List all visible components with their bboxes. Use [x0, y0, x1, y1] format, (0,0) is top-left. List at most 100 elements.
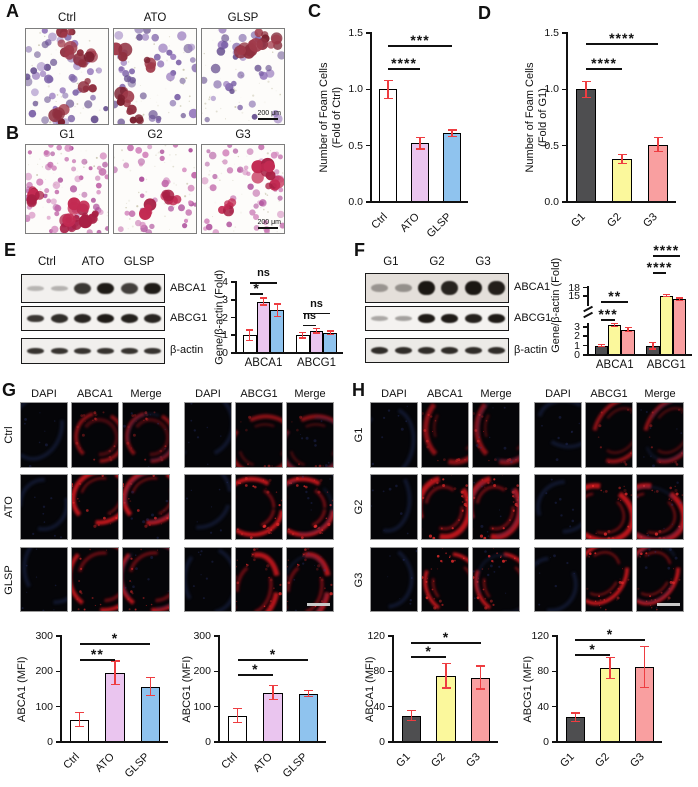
- y-axis: [218, 636, 220, 742]
- if-image-g-ATO-0: [20, 474, 68, 540]
- error-bar: [307, 690, 310, 697]
- y-tick-label: 0: [574, 349, 580, 361]
- sig-label-ns: ns: [310, 297, 323, 310]
- blot-box-e-ABCA1: [21, 274, 165, 303]
- y-tick: [583, 295, 589, 297]
- if-image-h-G1-0: [370, 402, 418, 468]
- bar-ABCG1-G3: [672, 299, 687, 355]
- error-cap: [476, 665, 486, 667]
- if-image-h-G2-4: [585, 474, 633, 540]
- if-image-h-G3-1: [421, 547, 469, 612]
- y-tick-label: 18: [568, 281, 580, 294]
- if-image-h-G1-3: [534, 402, 582, 468]
- if-image-g-GLSP-4: [235, 547, 283, 612]
- error-cap: [640, 686, 650, 688]
- histology-image-b-G3: 200 μm: [201, 144, 285, 234]
- x-axis: [587, 354, 692, 356]
- error-bar: [78, 712, 81, 727]
- if-image-h-G3-4: [585, 547, 633, 612]
- chart-g1: 0 100 200 300 ABCA1 (MFI) Ctrl ATO GLSP ** *: [14, 622, 180, 784]
- if-image-g-ATO-1: [71, 474, 119, 540]
- y-tick-label: 100: [193, 700, 211, 713]
- sig-label-stars: ****: [646, 259, 673, 275]
- x-axis: [370, 201, 468, 203]
- sig-line: [79, 643, 151, 646]
- blot-band: [441, 313, 459, 324]
- if-column-label-h-3: DAPI: [545, 388, 571, 400]
- lane-label-f-G1: G1: [383, 256, 399, 268]
- if-image-h-G3-2: [472, 547, 520, 612]
- blot-band-label-f-β-actin: β-actin: [514, 343, 548, 356]
- blot-band: [143, 282, 161, 295]
- sig-label-stars: **: [90, 646, 104, 663]
- y-tick-label: 200: [193, 665, 211, 678]
- bar-ABCG1-GLSP: [323, 332, 338, 353]
- blot-band: [464, 313, 482, 324]
- if-image-h-G3-5: [636, 547, 684, 612]
- error-cap: [273, 315, 281, 318]
- error-bar: [149, 677, 152, 696]
- error-cap: [649, 341, 657, 343]
- sig-line: [79, 659, 115, 661]
- if-image-h-G2-2: [472, 474, 520, 540]
- y-tick-label: 200: [35, 665, 53, 678]
- sig-label-stars: ****: [609, 30, 635, 47]
- sig-line: [575, 654, 610, 656]
- histology-image-label-G3: G3: [235, 129, 251, 141]
- histology-image-a-GLSP: 200 μm: [201, 28, 285, 125]
- error-bar: [451, 129, 453, 137]
- y-tick: [366, 144, 372, 147]
- if-row-label-g-ATO: ATO: [3, 496, 15, 518]
- sig-line: [302, 324, 317, 327]
- error-bar: [479, 666, 482, 689]
- if-image-h-G2-1: [421, 474, 469, 540]
- error-cap: [597, 346, 605, 348]
- x-tick-label-Ctrl: Ctrl: [218, 750, 240, 772]
- blot-band: [371, 284, 389, 292]
- if-row-label-h-G1: G1: [353, 427, 365, 443]
- sig-line: [302, 312, 331, 315]
- y-tick-label: 0: [222, 347, 228, 359]
- error-bar: [678, 297, 681, 301]
- y-tick: [583, 354, 589, 356]
- blot-band: [487, 347, 505, 354]
- sig-label-stars: *: [253, 280, 260, 297]
- chart-g2: 0 100 200 300 ABCG1 (MFI) Ctrl ATO GLSP * *: [172, 622, 338, 784]
- blot-band: [120, 283, 138, 294]
- blot-band: [394, 315, 412, 322]
- y-tick-label: 1: [574, 339, 580, 352]
- error-bar: [410, 710, 413, 721]
- y-tick-label: 80: [373, 665, 385, 678]
- error-cap: [299, 337, 307, 339]
- sig-label-stars: *: [252, 661, 259, 678]
- y-tick: [214, 741, 220, 743]
- blot-band: [50, 314, 68, 323]
- error-cap: [476, 688, 486, 690]
- error-bar: [643, 646, 646, 688]
- if-column-label-g-0: DAPI: [31, 388, 57, 400]
- y-tick: [583, 344, 589, 347]
- histology-image-label-Ctrl: Ctrl: [58, 12, 76, 24]
- panel-letter-b: B: [6, 123, 19, 143]
- y-tick-label: 0: [379, 736, 385, 748]
- y-tick-label: 40: [373, 700, 385, 713]
- y-tick: [562, 32, 568, 34]
- x-tick-label-Ctrl: Ctrl: [60, 750, 82, 772]
- error-cap: [662, 293, 670, 296]
- y-tick-label: 0.0: [544, 196, 559, 208]
- blot-band: [394, 347, 412, 354]
- histology-image-b-G1: [25, 144, 109, 234]
- y-axis: [566, 33, 568, 202]
- sig-label-stars: *: [606, 626, 614, 643]
- y-tick: [552, 741, 558, 743]
- error-cap: [676, 297, 684, 299]
- error-cap: [75, 711, 85, 714]
- if-image-g-GLSP-3: [184, 547, 232, 612]
- if-image-h-G2-3: [534, 474, 582, 540]
- blot-band: [73, 283, 91, 294]
- y-tick-label: 80: [537, 665, 549, 678]
- if-image-h-G1-4: [585, 402, 633, 468]
- if-image-h-G1-2: [472, 402, 520, 468]
- y-tick: [552, 670, 558, 673]
- y-tick-label: 3: [222, 293, 228, 306]
